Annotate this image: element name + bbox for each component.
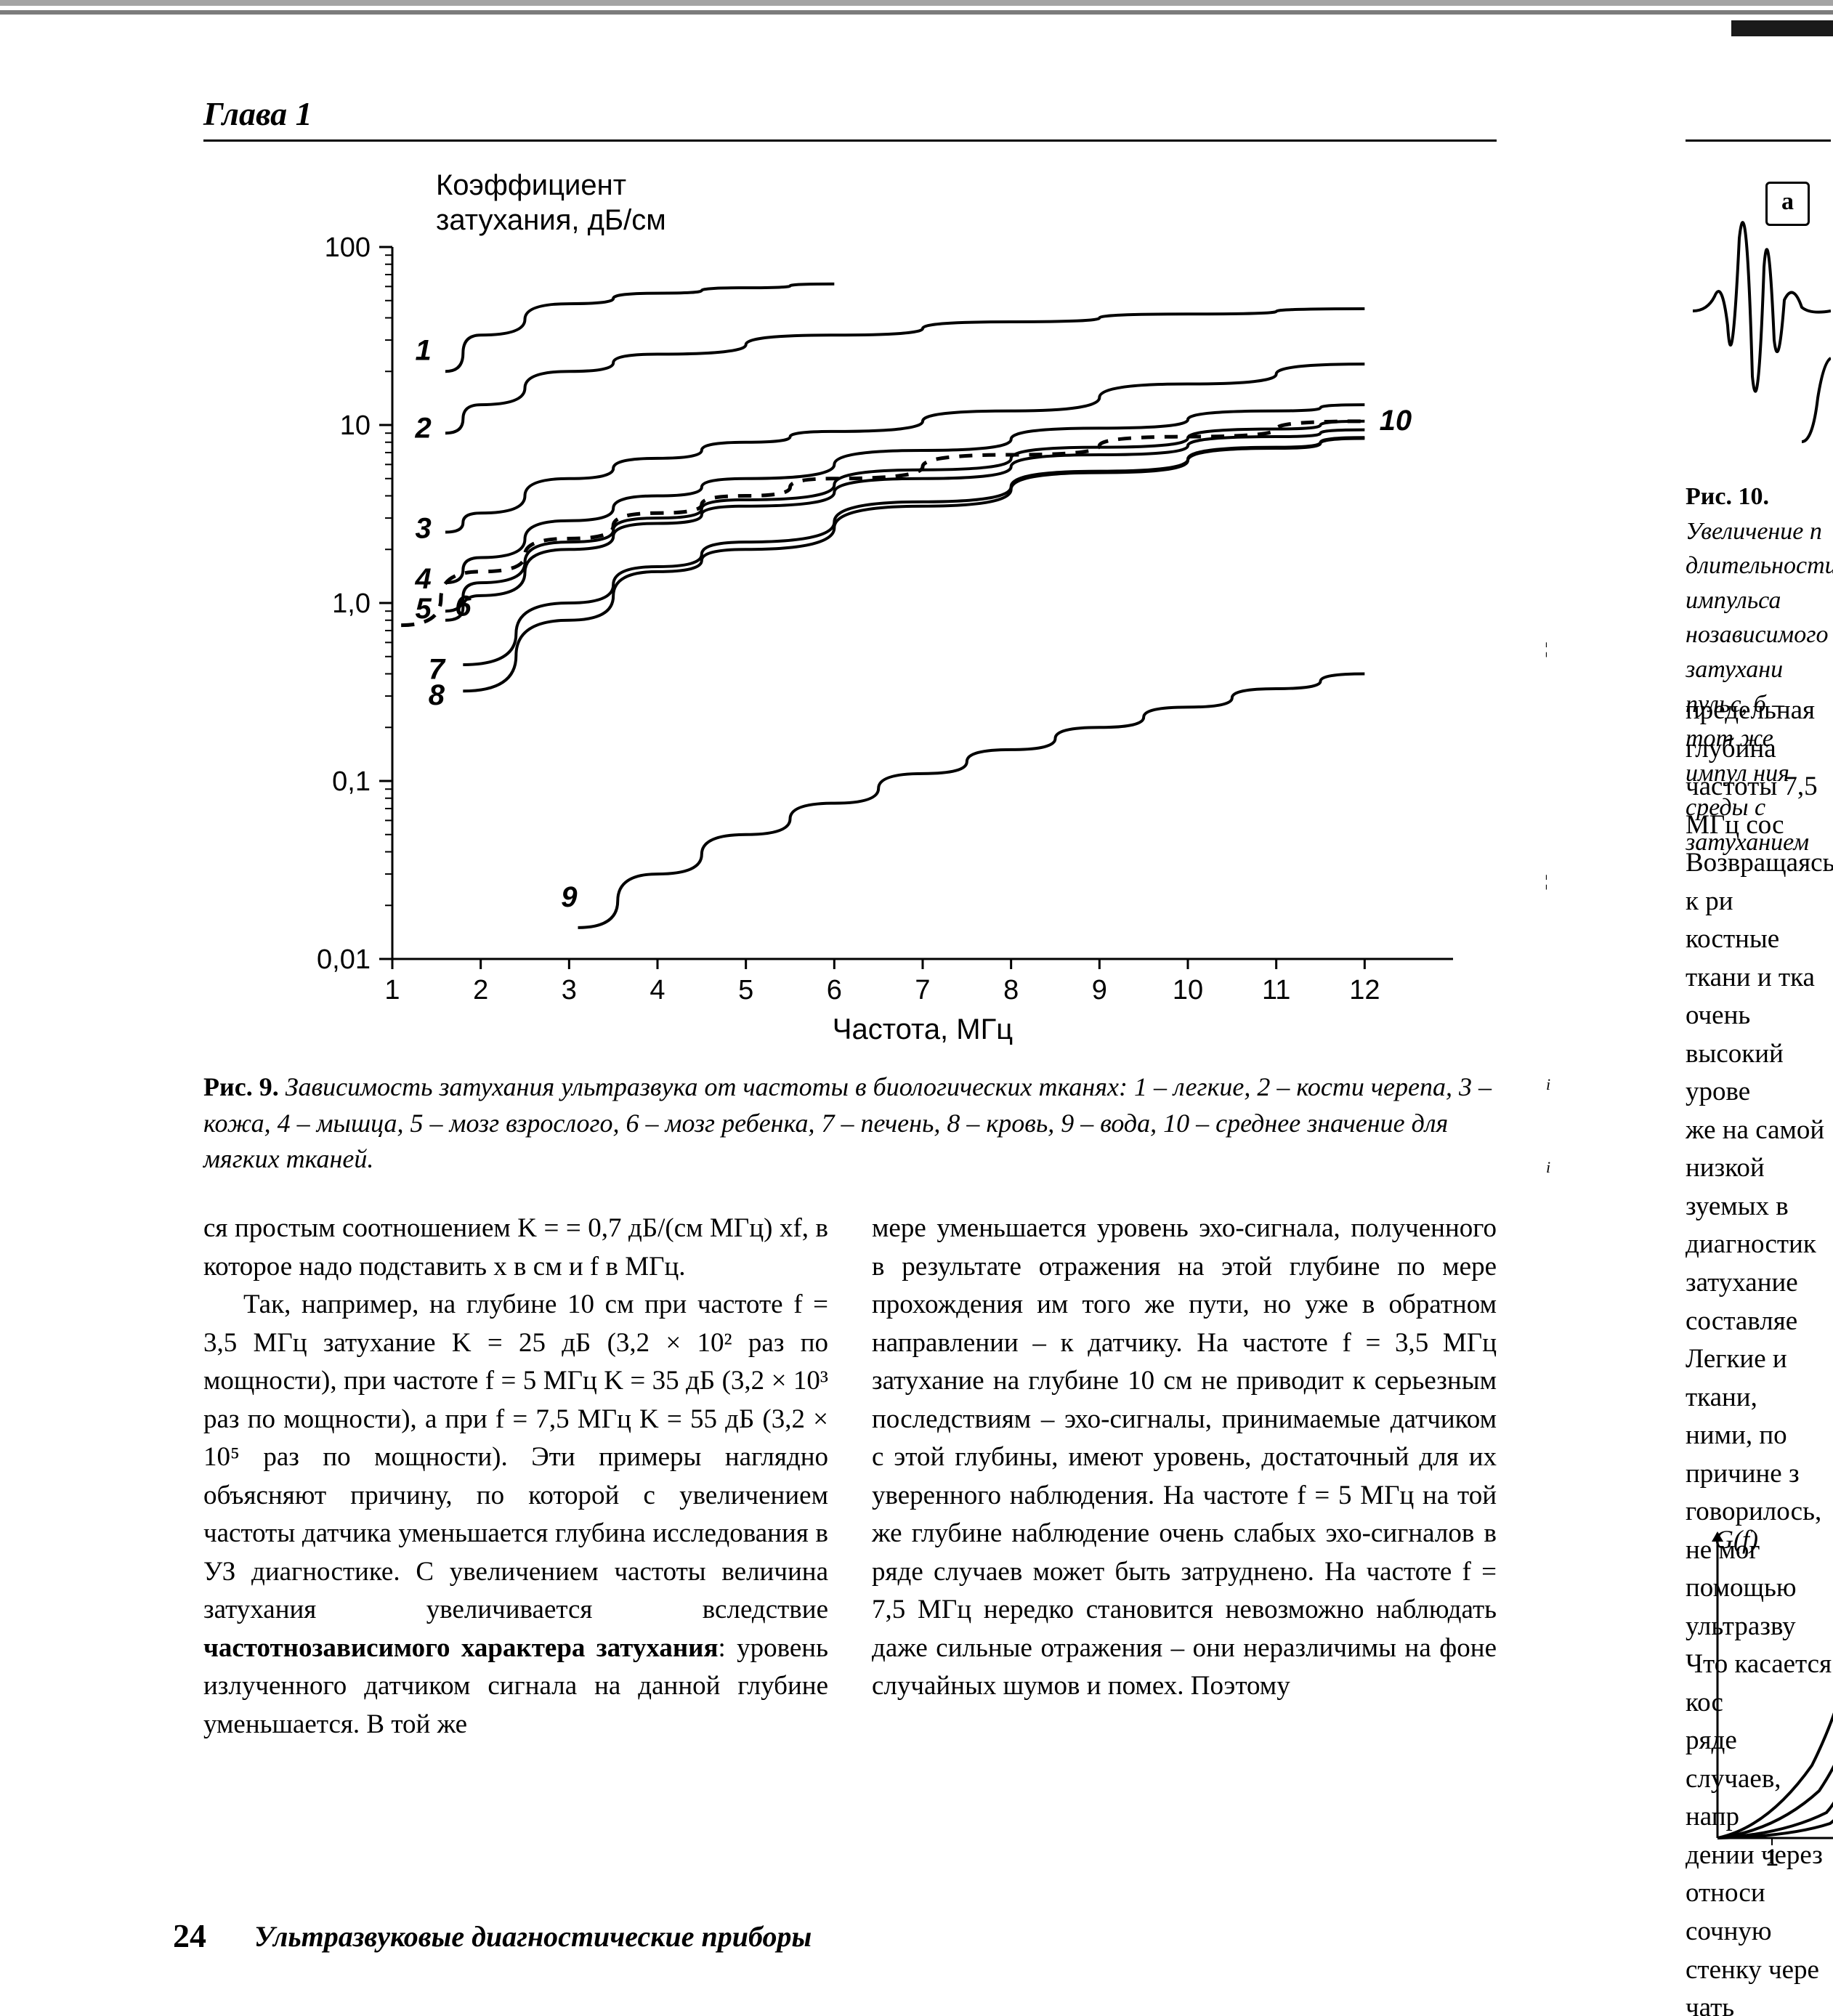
column-2: мере уменьшается уровень эхо-сигнала, по… xyxy=(872,1210,1497,1744)
svg-text:0,01: 0,01 xyxy=(317,944,371,975)
side-chart-xtick: 1 xyxy=(1765,1845,1779,1867)
svg-text:8: 8 xyxy=(429,679,445,711)
side-caption-lead: Рис. 10. xyxy=(1686,483,1769,510)
svg-text:8: 8 xyxy=(1003,975,1019,1005)
svg-text:6: 6 xyxy=(455,590,472,622)
stray-mark: ¦ xyxy=(1544,639,1548,658)
caption-body: Зависимость затухания ультразвука от час… xyxy=(203,1072,1492,1173)
body-columns: ся простым соотношением K = = 0,7 дБ/(см… xyxy=(203,1210,1497,1744)
col1-bold: частотнозависимого характера затухания xyxy=(203,1633,719,1663)
svg-text:2: 2 xyxy=(414,412,431,444)
svg-text:10: 10 xyxy=(340,410,371,441)
svg-text:3: 3 xyxy=(562,975,577,1005)
svg-text:12: 12 xyxy=(1349,975,1380,1005)
svg-text:Коэффициент: Коэффициент xyxy=(436,169,626,201)
svg-text:4: 4 xyxy=(414,563,431,595)
svg-text:9: 9 xyxy=(1092,975,1107,1005)
page-number: 24 xyxy=(173,1916,206,1955)
footer-title: Ультразвуковые диагностические приборы xyxy=(254,1919,812,1954)
svg-text:6: 6 xyxy=(827,975,842,1005)
col1-p2a: Так, например, на глубине 10 см при част… xyxy=(203,1290,828,1624)
svg-text:3: 3 xyxy=(415,512,431,544)
svg-text:5: 5 xyxy=(415,593,432,625)
svg-text:100: 100 xyxy=(325,232,371,263)
svg-text:1: 1 xyxy=(384,975,400,1005)
col1-p1: ся простым соотношением K = = 0,7 дБ/(см… xyxy=(203,1210,828,1286)
svg-text:11: 11 xyxy=(1262,975,1290,1005)
svg-text:10: 10 xyxy=(1173,975,1203,1005)
svg-text:0,1: 0,1 xyxy=(332,766,371,797)
stray-mark: i xyxy=(1546,1075,1550,1094)
pulse-panel-label: а xyxy=(1765,182,1810,226)
svg-text:9: 9 xyxy=(561,881,578,913)
column-1: ся простым соотношением K = = 0,7 дБ/(см… xyxy=(203,1210,828,1744)
svg-text:1: 1 xyxy=(415,334,431,366)
side-mini-chart: 1 xyxy=(1703,1526,1833,1867)
svg-text:4: 4 xyxy=(650,975,665,1005)
attenuation-chart: Коэффициентзатухания, дБ/см 100 10 1,0 0,1 0,… xyxy=(203,153,1497,1053)
svg-text:затухания, дБ/см: затухания, дБ/см xyxy=(436,204,666,236)
svg-text:5: 5 xyxy=(738,975,753,1005)
scan-artifact-right xyxy=(1731,20,1833,36)
chapter-rule xyxy=(203,139,1497,142)
svg-text:7: 7 xyxy=(915,975,930,1005)
chapter-label: Глава 1 xyxy=(203,94,312,133)
chapter-rule-right xyxy=(1686,139,1831,142)
figure-caption: Рис. 9. Зависимость затухания ультразвук… xyxy=(203,1069,1497,1178)
col1-p2: Так, например, на глубине 10 см при част… xyxy=(203,1286,828,1744)
scan-artifact-top xyxy=(0,0,1833,20)
stray-mark: i xyxy=(1546,1158,1550,1177)
stray-mark: ¦ xyxy=(1544,872,1548,891)
svg-text:Частота, МГц: Частота, МГц xyxy=(833,1013,1013,1045)
svg-text:10: 10 xyxy=(1380,405,1412,437)
svg-text:1,0: 1,0 xyxy=(332,588,371,619)
svg-text:2: 2 xyxy=(473,975,488,1005)
caption-lead: Рис. 9. xyxy=(203,1072,279,1101)
page: Глава 1 Коэффициентзатухания, дБ/см10010… xyxy=(0,0,1833,2016)
col2-p: мере уменьшается уровень эхо-сигнала, по… xyxy=(872,1210,1497,1706)
